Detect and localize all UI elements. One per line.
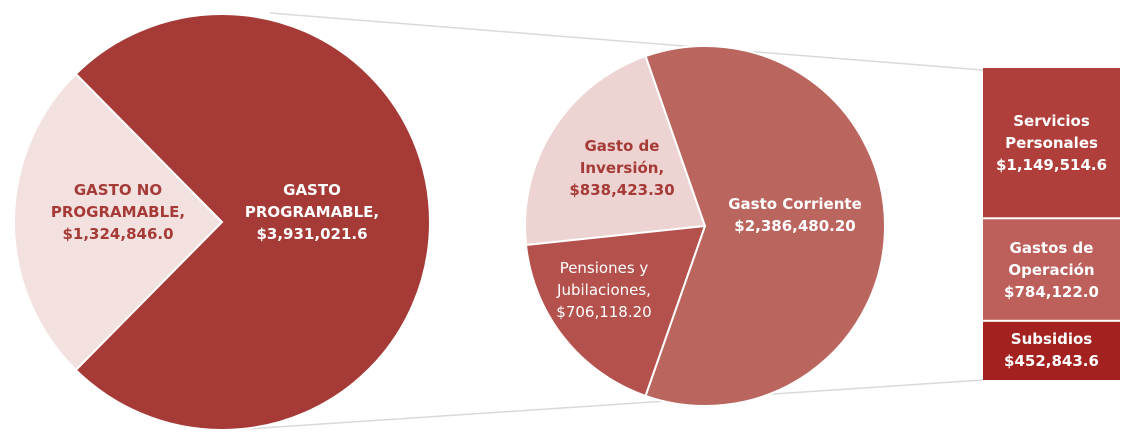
label-text: Gasto de Inversión,	[579, 137, 665, 177]
data-label: Gasto Corriente $2,386,480.20	[720, 193, 870, 237]
label-text: Servicios Personales	[1005, 112, 1098, 153]
label-text: GASTO PROGRAMABLE,	[244, 181, 380, 221]
label-text: $2,386,480.20	[734, 217, 856, 235]
bar-segment	[983, 219, 1120, 320]
data-label: Gastos de Operación $784,122.0	[988, 237, 1115, 303]
label-text: GASTO NO PROGRAMABLE,	[50, 181, 186, 221]
label-text: $706,118.20	[556, 303, 652, 321]
connector-line	[269, 12, 984, 71]
connector-line	[231, 379, 984, 431]
pie-slice	[74, 13, 431, 431]
data-label: Servicios Personales $1,149,514.6	[988, 110, 1115, 176]
pie-slice	[644, 45, 886, 407]
bar-segment	[983, 321, 1120, 380]
label-text: $452,843.6	[1004, 352, 1099, 371]
label-text: $838,423.30	[569, 181, 675, 199]
label-text: $1,149,514.6	[995, 156, 1108, 175]
pie-slice	[524, 54, 707, 247]
data-label: Pensiones y Jubilaciones, $706,118.20	[549, 257, 659, 323]
label-text: $3,931,021.6	[256, 225, 368, 243]
data-label: GASTO NO PROGRAMABLE, $1,324,846.0	[43, 179, 193, 245]
label-text: Subsidios	[1010, 330, 1093, 349]
data-label: GASTO PROGRAMABLE, $3,931,021.6	[237, 179, 387, 245]
label-text: Pensiones y Jubilaciones,	[557, 259, 651, 299]
label-text: Gastos de Operación	[1008, 238, 1095, 279]
label-text: $1,324,846.0	[62, 225, 174, 243]
data-label: Subsidios $452,843.6	[988, 328, 1115, 372]
bar-segment	[983, 68, 1120, 218]
label-text: Gasto Corriente	[728, 195, 862, 213]
pie-slice	[13, 72, 224, 372]
data-label: Gasto de Inversión, $838,423.30	[557, 135, 687, 201]
label-text: $784,122.0	[1004, 282, 1099, 301]
